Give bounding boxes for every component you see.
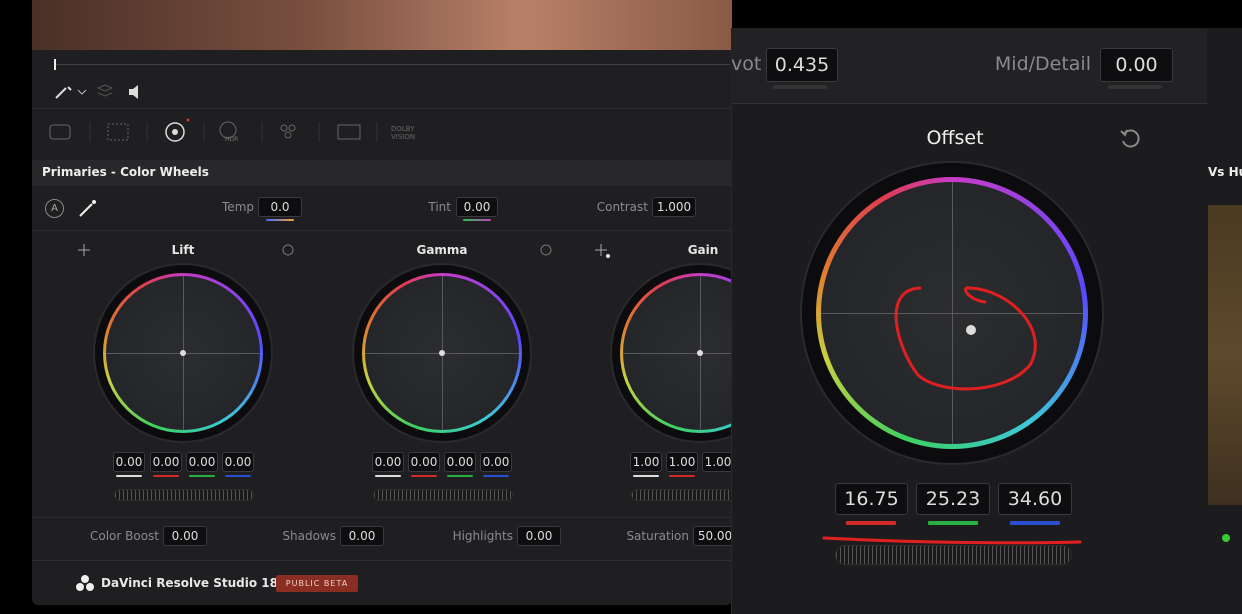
- wheel-label: Gamma: [416, 243, 468, 257]
- offset-value[interactable]: 16.75: [835, 483, 908, 515]
- timeline: [54, 64, 730, 65]
- camera-raw-icon[interactable]: [49, 124, 71, 140]
- adjust-value[interactable]: 0.0: [258, 197, 302, 217]
- picker-icon[interactable]: [595, 244, 607, 256]
- playhead[interactable]: [54, 59, 56, 70]
- log-icon[interactable]: [337, 124, 361, 140]
- auto-balance[interactable]: A: [45, 199, 64, 218]
- divider: [32, 230, 732, 231]
- channel-line: [669, 475, 695, 477]
- layers-icon[interactable]: [96, 84, 114, 97]
- channel-line: [116, 475, 142, 477]
- channel-line: [375, 475, 401, 477]
- hdr-label: HDR: [225, 136, 239, 143]
- adjust-label: Tint: [428, 200, 451, 214]
- picker-icon[interactable]: [55, 86, 72, 99]
- wheel-value[interactable]: 0.00: [444, 452, 476, 472]
- color-wheels-icon[interactable]: [165, 122, 185, 142]
- beta-badge: PUBLIC BETA: [276, 575, 358, 592]
- gamma-wheel[interactable]: [354, 265, 530, 441]
- wheel-value[interactable]: 1.00: [630, 452, 662, 472]
- jog-wheel[interactable]: [373, 489, 513, 501]
- wheel-value[interactable]: 0.00: [372, 452, 404, 472]
- pivot-slider[interactable]: [773, 85, 827, 89]
- adjust-label: Contrast: [596, 200, 648, 214]
- jog-wheel[interactable]: [114, 489, 254, 501]
- wheel-label: Gain: [687, 243, 719, 257]
- reset-icon[interactable]: [282, 244, 294, 256]
- pivot-label: vot: [731, 53, 762, 75]
- status-dot: [1222, 534, 1230, 542]
- video-frame: [32, 0, 732, 50]
- wheel-value[interactable]: 0.00: [113, 452, 145, 472]
- channel-line: [928, 521, 978, 525]
- annotation-circle: [894, 286, 1037, 391]
- adjust-value[interactable]: 0.00: [340, 526, 384, 546]
- wheel-header-icons: [78, 244, 610, 258]
- picker-icon[interactable]: [78, 244, 90, 256]
- wand-icon[interactable]: [76, 198, 98, 220]
- adjust-value[interactable]: 50.00: [693, 526, 737, 546]
- channel-line: [189, 475, 215, 477]
- adjust-label: Highlights: [452, 529, 513, 543]
- mid-detail-slider[interactable]: [1108, 85, 1162, 89]
- mid-detail-label: Mid/Detail: [994, 53, 1091, 75]
- adjust-label: Saturation: [626, 529, 689, 543]
- temp-gradient: [266, 219, 294, 221]
- curve-area: [1208, 205, 1242, 505]
- channel-line: [447, 475, 473, 477]
- side-label: Vs Hu: [1208, 165, 1242, 179]
- adjust-value[interactable]: 0.00: [163, 526, 207, 546]
- toolbar-icons: [49, 84, 378, 142]
- offset-value[interactable]: 25.23: [916, 483, 990, 515]
- adjust-value[interactable]: 1.000: [652, 197, 696, 217]
- dolby-label[interactable]: DOLBY VISION: [391, 125, 415, 141]
- wheel-value[interactable]: 0.00: [480, 452, 512, 472]
- adjust-label: Color Boost: [89, 529, 159, 543]
- annotation: [822, 286, 1082, 545]
- tint-gradient: [463, 219, 491, 221]
- divider: [32, 560, 732, 561]
- pivot-value[interactable]: 0.435: [766, 48, 838, 82]
- panel-header: [32, 160, 732, 186]
- offset-wheel[interactable]: [802, 163, 1102, 463]
- wheel-label: Lift: [171, 243, 195, 257]
- adjust-value[interactable]: 0.00: [517, 526, 561, 546]
- annotation-underline: [822, 536, 1082, 545]
- divider: [32, 108, 732, 109]
- divider: [32, 517, 732, 518]
- wheel-value[interactable]: 0.00: [150, 452, 182, 472]
- lift-wheel[interactable]: [95, 265, 271, 441]
- wheel-value[interactable]: 0.00: [408, 452, 440, 472]
- dolby-line1: DOLBY: [391, 125, 415, 133]
- wheel-value[interactable]: 1.00: [702, 452, 734, 472]
- offset-value[interactable]: 34.60: [998, 483, 1072, 515]
- app-logo: [76, 575, 94, 591]
- channel-line: [153, 475, 179, 477]
- dolby-line2: VISION: [391, 133, 416, 141]
- channel-line: [483, 475, 509, 477]
- match-icon[interactable]: [107, 123, 129, 141]
- adjust-label: Shadows: [282, 529, 336, 543]
- offset-title: Offset: [926, 127, 984, 149]
- panel-title: Primaries - Color Wheels: [42, 165, 209, 179]
- mid-detail-value[interactable]: 0.00: [1100, 48, 1173, 82]
- channel-line: [225, 475, 251, 477]
- channel-line: [1010, 521, 1060, 525]
- hdr-icon[interactable]: [219, 121, 237, 139]
- reset-icon[interactable]: [1118, 126, 1142, 150]
- channel-line: [633, 475, 659, 477]
- wheel-value[interactable]: 1.00: [666, 452, 698, 472]
- wheel-value[interactable]: 0.00: [222, 452, 254, 472]
- jog-wheel[interactable]: [835, 545, 1072, 565]
- volume-icon[interactable]: [129, 85, 138, 99]
- wheel-value[interactable]: 0.00: [186, 452, 218, 472]
- channel-line: [411, 475, 437, 477]
- app-name: DaVinci Resolve Studio 18.5: [101, 576, 291, 590]
- channel-line: [846, 521, 896, 525]
- adjust-value[interactable]: 0.00: [456, 197, 498, 217]
- adjust-label: Temp: [222, 200, 254, 214]
- reset-icon[interactable]: [540, 244, 552, 256]
